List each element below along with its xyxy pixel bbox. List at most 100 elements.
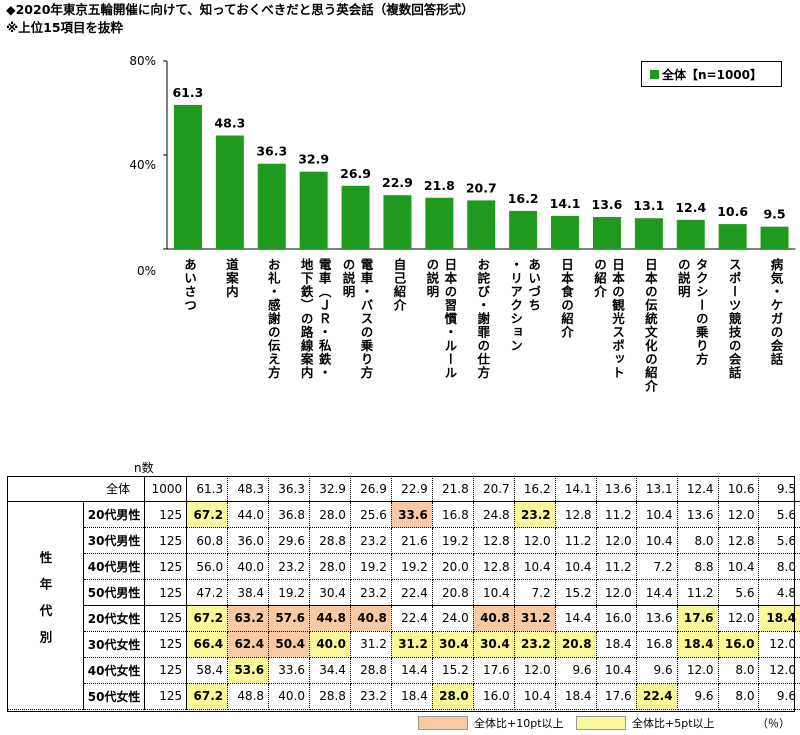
table-cell: 16.8 bbox=[636, 631, 678, 658]
legend-label: 全体【n=1000】 bbox=[662, 67, 762, 82]
category-label: あいさつ bbox=[181, 258, 197, 312]
table-cell: 12.0 bbox=[596, 527, 637, 555]
bar-value-label: 26.9 bbox=[340, 166, 371, 181]
table-cell: 10.6 bbox=[718, 476, 760, 503]
n-cell: 125 bbox=[144, 501, 188, 529]
group-label: 性年代別 bbox=[37, 550, 53, 657]
table-cell: 25.6 bbox=[350, 501, 392, 529]
table-cell: 11.2 bbox=[555, 527, 597, 555]
table-cell: 8.0 bbox=[718, 683, 760, 710]
n-header: n数 bbox=[134, 461, 154, 475]
table-cell: 7.2 bbox=[636, 553, 678, 581]
hi10-label: 全体比+10pt以上 bbox=[474, 717, 564, 730]
bar bbox=[509, 210, 538, 249]
category-label: スポーツ競技の会話 bbox=[726, 258, 742, 380]
n-cell: 125 bbox=[144, 579, 188, 606]
table-cell: 11.2 bbox=[596, 553, 637, 581]
table-cell: 12.0 bbox=[514, 527, 556, 555]
table-cell: 7.2 bbox=[514, 579, 556, 606]
table-cell: 44.8 bbox=[309, 605, 351, 632]
table-cell: 17.6 bbox=[677, 605, 719, 632]
n-cell: 125 bbox=[144, 631, 188, 658]
y-tick-label: 40% bbox=[129, 158, 156, 172]
table-cell: 5.6 bbox=[758, 527, 800, 555]
bar-value-label: 21.8 bbox=[424, 178, 455, 193]
bar-value-label: 32.9 bbox=[298, 152, 329, 167]
bar bbox=[425, 197, 454, 249]
table-cell: 38.4 bbox=[227, 579, 270, 606]
table-cell: 24.8 bbox=[473, 501, 515, 529]
table-cell: 12.0 bbox=[677, 657, 719, 684]
table-cell: 5.6 bbox=[758, 501, 800, 529]
table-cell: 9.6 bbox=[677, 683, 719, 710]
hi5-swatch bbox=[576, 716, 626, 730]
table-cell: 40.0 bbox=[268, 683, 310, 710]
table-cell: 10.4 bbox=[636, 501, 678, 529]
table-cell: 19.2 bbox=[268, 579, 310, 606]
table-cell: 31.2 bbox=[350, 631, 392, 658]
bar-value-label: 22.9 bbox=[382, 175, 413, 190]
chart-title: ◆2020年東京五輪開催に向けて、知っておくべきだと思う英会話（複数回答形式） bbox=[6, 2, 474, 17]
table-cell: 23.2 bbox=[514, 631, 556, 658]
table-cell: 32.9 bbox=[309, 476, 351, 503]
y-tick-label: 80% bbox=[129, 54, 156, 68]
table-cell: 19.2 bbox=[432, 527, 474, 555]
bar-value-label: 16.2 bbox=[508, 191, 539, 206]
table-cell: 19.2 bbox=[350, 553, 392, 581]
table-cell: 12.8 bbox=[473, 553, 515, 581]
bar bbox=[551, 215, 580, 249]
table-cell: 14.4 bbox=[636, 579, 678, 606]
table-cell: 12.0 bbox=[596, 579, 637, 606]
n-cell: 125 bbox=[144, 683, 188, 710]
table-cell: 5.6 bbox=[718, 579, 760, 606]
table-cell: 12.8 bbox=[718, 527, 760, 555]
category-label: ・リアクション bbox=[508, 258, 524, 353]
legend-hi5: 全体比+5pt以上 bbox=[576, 713, 715, 733]
table-cell: 22.9 bbox=[391, 476, 433, 503]
table-cell: 23.2 bbox=[350, 579, 392, 606]
table-cell: 47.2 bbox=[186, 579, 229, 606]
hi5-label: 全体比+5pt以上 bbox=[632, 717, 715, 730]
table-cell: 8.0 bbox=[758, 553, 800, 581]
row-label: 20代男性 bbox=[83, 501, 146, 529]
category-label: 自己紹介 bbox=[391, 258, 407, 312]
table-cell: 60.8 bbox=[186, 527, 229, 555]
table-cell: 67.2 bbox=[186, 605, 229, 632]
table-cell: 48.8 bbox=[227, 683, 270, 710]
table-cell: 8.0 bbox=[718, 657, 760, 684]
row-label: 40代女性 bbox=[83, 657, 146, 684]
table-cell: 13.6 bbox=[636, 605, 678, 632]
table-cell: 48.3 bbox=[227, 476, 270, 503]
table-cell: 40.8 bbox=[473, 605, 515, 632]
bar-value-label: 36.3 bbox=[256, 144, 287, 159]
table-cell: 18.4 bbox=[596, 631, 637, 658]
category-label: 日本の観光スポット bbox=[609, 258, 625, 380]
category-label: お礼・感謝の伝え方 bbox=[265, 258, 281, 380]
legend: 全体【n=1000】 bbox=[641, 61, 782, 87]
table-cell: 9.6 bbox=[636, 657, 678, 684]
table-cell: 8.8 bbox=[677, 553, 719, 581]
table-cell: 12.0 bbox=[758, 631, 800, 658]
row-label: 30代男性 bbox=[83, 527, 146, 555]
table-cell: 24.0 bbox=[432, 605, 474, 632]
table-cell: 21.6 bbox=[391, 527, 433, 555]
table-row: 30代女性 125 66.4 62.4 50.4 40.0 31.2 31.2 30.4 30.4… bbox=[7, 631, 800, 658]
y-tick-label: 0% bbox=[136, 264, 156, 278]
table-cell: 10.4 bbox=[473, 579, 515, 606]
table-cell: 18.4 bbox=[758, 605, 800, 632]
table-cell: 18.4 bbox=[677, 631, 719, 658]
bar bbox=[467, 200, 496, 249]
table-row: 50代女性 125 67.2 48.8 40.0 28.8 23.2 18.4 28.0 16.0… bbox=[7, 683, 800, 710]
bar-value-label: 13.6 bbox=[592, 197, 623, 212]
row-label: 50代男性 bbox=[83, 579, 146, 606]
category-label: 道案内 bbox=[223, 258, 239, 299]
category-label: お詫び・謝罪の仕方 bbox=[475, 258, 491, 380]
category-label: 病気・ケガの会話 bbox=[768, 258, 784, 366]
table-cell: 10.4 bbox=[514, 683, 556, 710]
category-label: 日本の伝統文化の紹介 bbox=[642, 258, 658, 393]
category-label: 日本食の紹介 bbox=[559, 258, 575, 339]
table-cell: 17.6 bbox=[473, 657, 515, 684]
bar bbox=[592, 217, 621, 249]
category-label: 地下鉄）の路線案内 bbox=[298, 258, 314, 380]
row-label: 30代女性 bbox=[83, 631, 146, 658]
